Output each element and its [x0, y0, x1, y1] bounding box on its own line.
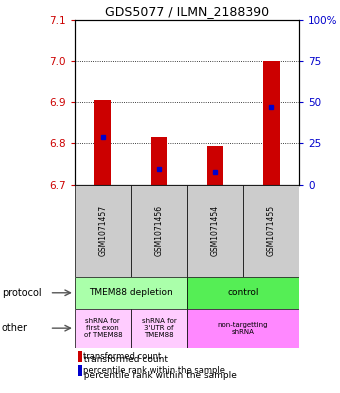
Text: GSM1071456: GSM1071456 — [154, 205, 164, 257]
Bar — [75, 185, 131, 277]
Bar — [151, 137, 167, 185]
Bar — [78, 365, 82, 376]
Bar — [75, 277, 187, 309]
Bar — [78, 351, 82, 362]
Text: shRNA for
3'UTR of
TMEM88: shRNA for 3'UTR of TMEM88 — [141, 318, 176, 338]
Bar — [75, 309, 131, 348]
Bar — [131, 309, 187, 348]
Bar — [187, 277, 299, 309]
Title: GDS5077 / ILMN_2188390: GDS5077 / ILMN_2188390 — [105, 6, 269, 18]
Text: non-targetting
shRNA: non-targetting shRNA — [218, 321, 268, 335]
Bar — [207, 145, 223, 185]
Bar — [187, 185, 243, 277]
Text: percentile rank within the sample: percentile rank within the sample — [78, 371, 237, 380]
Text: other: other — [2, 323, 28, 333]
Bar — [95, 100, 111, 185]
Text: GSM1071454: GSM1071454 — [210, 205, 220, 257]
Text: control: control — [227, 288, 259, 297]
Bar — [263, 61, 279, 185]
Text: GSM1071455: GSM1071455 — [267, 205, 276, 257]
Bar — [187, 309, 299, 348]
Bar — [243, 185, 299, 277]
Text: percentile rank within the sample: percentile rank within the sample — [83, 366, 225, 375]
Text: GSM1071457: GSM1071457 — [98, 205, 107, 257]
Text: shRNA for
first exon
of TMEM88: shRNA for first exon of TMEM88 — [84, 318, 122, 338]
Text: transformed count: transformed count — [83, 352, 162, 361]
Text: transformed count: transformed count — [78, 355, 168, 364]
Text: TMEM88 depletion: TMEM88 depletion — [89, 288, 173, 297]
Text: protocol: protocol — [2, 288, 41, 298]
Bar — [131, 185, 187, 277]
